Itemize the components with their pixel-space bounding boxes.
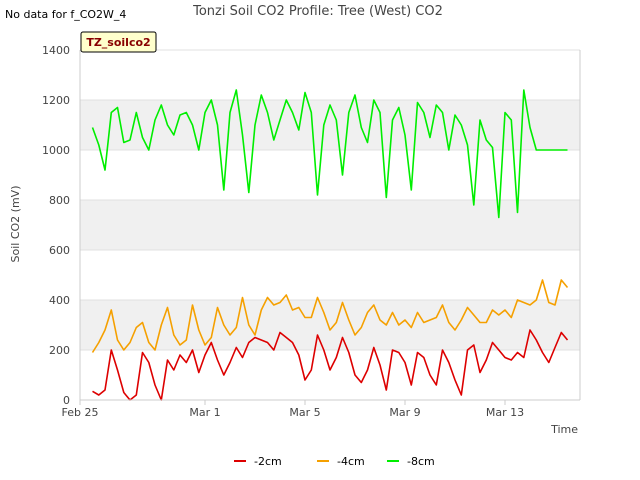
- grid-band: [80, 100, 580, 150]
- axes: 0 200 400 600 800 1000 1200 1400 Feb 25 Mar 1 Mar …: [42, 44, 581, 419]
- x-axis-label: Time: [550, 423, 578, 436]
- legend-label: -4cm: [337, 455, 365, 468]
- legend-label: -8cm: [407, 455, 435, 468]
- legend-item: -4cm: [317, 455, 365, 468]
- y-tick-label: 200: [49, 344, 70, 357]
- y-tick-label: 600: [49, 244, 70, 257]
- x-tick-label: Mar 5: [289, 406, 320, 419]
- legend-label: -2cm: [254, 455, 282, 468]
- y-tick-label: 1000: [42, 144, 70, 157]
- x-tick-label: Mar 13: [486, 406, 524, 419]
- y-tick-label: 800: [49, 194, 70, 207]
- grid-band: [80, 200, 580, 250]
- series-line-4cm: [91, 279, 569, 353]
- site-badge-label: TZ_soilco2: [86, 36, 150, 49]
- y-tick-label: 1400: [42, 44, 70, 57]
- chart-title: Tonzi Soil CO2 Profile: Tree (West) CO2: [192, 4, 443, 19]
- series-line-2cm: [92, 329, 569, 401]
- x-tick-label: Feb 25: [62, 406, 99, 419]
- y-tick-label: 0: [63, 394, 70, 407]
- no-data-note: No data for f_CO2W_4: [5, 8, 126, 21]
- x-tick-label: Mar 1: [189, 406, 220, 419]
- legend: -2cm -4cm -8cm: [234, 455, 435, 468]
- plot-background: [80, 50, 580, 400]
- y-tick-label: 1200: [42, 94, 70, 107]
- series-line-8cm: [91, 89, 568, 219]
- y-tick-label: 400: [49, 294, 70, 307]
- series-layer: [91, 89, 569, 401]
- grid-band: [80, 300, 580, 350]
- legend-item: -2cm: [234, 455, 282, 468]
- legend-item: -8cm: [387, 455, 435, 468]
- x-tick-label: Mar 9: [389, 406, 420, 419]
- site-badge: TZ_soilco2: [80, 31, 157, 53]
- y-axis-label: Soil CO2 (mV): [9, 186, 22, 263]
